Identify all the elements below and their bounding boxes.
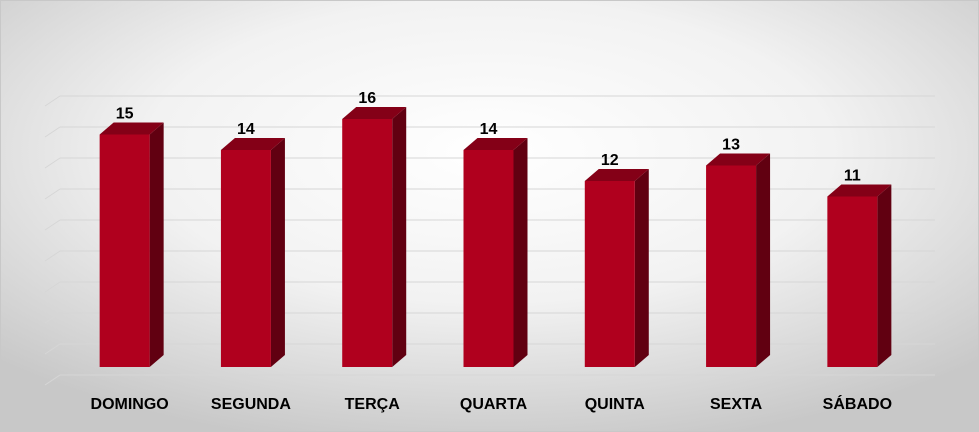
bar [342, 107, 407, 367]
x-tick-label: SEGUNDA [211, 396, 291, 413]
bar-front [220, 150, 271, 367]
value-label: 11 [844, 168, 861, 185]
bar [584, 169, 649, 367]
bar-top [342, 107, 407, 119]
bar [99, 122, 164, 367]
bar-front [584, 181, 635, 367]
bar-top [706, 153, 771, 166]
grid-line [44, 157, 61, 169]
bar-top [827, 184, 892, 197]
bar-front [99, 134, 150, 367]
x-tick-label: SEXTA [710, 396, 763, 413]
bar-side [270, 138, 285, 367]
bar [706, 153, 771, 367]
x-tick-label: SÁBADO [823, 394, 892, 413]
bar [827, 184, 892, 367]
bar-top [220, 138, 285, 150]
grid-line [44, 312, 61, 324]
grid-line [44, 219, 61, 231]
bar-side [513, 138, 528, 367]
bar [463, 138, 528, 367]
bar-side [756, 153, 771, 367]
x-tick-label: QUARTA [460, 396, 528, 413]
grid-line [44, 374, 61, 386]
bar-top [463, 138, 528, 150]
grid-line [44, 126, 61, 138]
value-label: 15 [116, 106, 134, 123]
grid-line [44, 188, 61, 200]
bar-side [149, 122, 164, 367]
x-tick-label: DOMINGO [91, 396, 169, 413]
bar-top [584, 169, 649, 181]
x-tick-label: TERÇA [345, 396, 401, 413]
value-label: 12 [601, 152, 619, 169]
bar-front [463, 150, 514, 367]
bar-front [827, 196, 878, 367]
value-label: 13 [722, 137, 740, 154]
grid-line [44, 95, 61, 107]
grid-line [44, 343, 61, 355]
bar-side [392, 107, 407, 367]
bar [220, 138, 285, 367]
grid-line [44, 250, 61, 262]
x-tick-label: QUINTA [585, 396, 646, 413]
value-label: 16 [358, 90, 376, 107]
value-label: 14 [480, 121, 498, 138]
grid-line [44, 281, 61, 293]
value-label: 14 [237, 121, 255, 138]
bar-side [634, 169, 649, 367]
bar-top [99, 122, 164, 135]
bar-front [342, 119, 393, 367]
bar-side [877, 184, 892, 367]
bar-front [706, 165, 757, 367]
